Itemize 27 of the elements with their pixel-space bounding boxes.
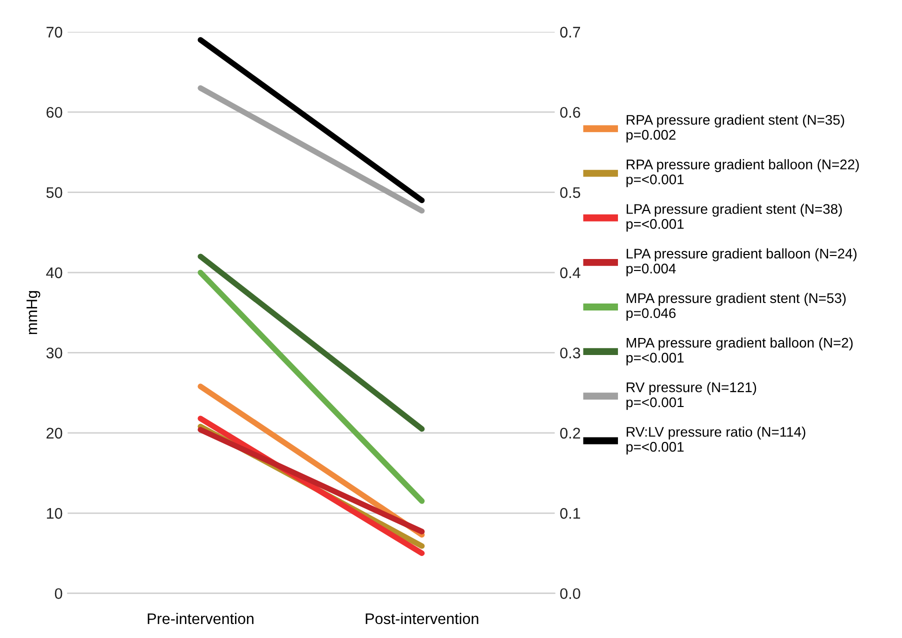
- y2-tick-label: 0.0: [560, 588, 580, 600]
- y2-tick-label: 0.5: [560, 187, 580, 198]
- y2-tick-label: 0.2: [560, 428, 580, 439]
- y2-tick-label: 0.7: [560, 26, 580, 38]
- y-tick-label: 40: [46, 267, 62, 278]
- y-tick-label: 60: [46, 106, 62, 118]
- legend-label: MPA pressure gradient balloon (N=2) p=<0.001: [626, 337, 853, 366]
- legend-label: RPA pressure gradient balloon (N=22) p=<0.001: [626, 159, 859, 188]
- y-tick-label: 50: [46, 187, 62, 198]
- y-tick-label: 0: [54, 588, 62, 600]
- y2-tick-label: 0.3: [560, 348, 580, 358]
- legend-label: LPA pressure gradient balloon (N=24) p=0.004: [626, 248, 856, 276]
- x-tick-label: Pre-intervention: [148, 612, 254, 624]
- legend-label: RPA pressure gradient stent (N=35) p=0.002: [626, 114, 844, 142]
- y2-tick-label: 0.4: [560, 267, 580, 278]
- y-tick-label: 20: [46, 428, 62, 439]
- y-tick-label: 30: [46, 348, 62, 358]
- y-axis-title: mmHg: [26, 291, 40, 334]
- y-tick-label: 10: [46, 508, 62, 519]
- legend-label: LPA pressure gradient stent (N=38) p=<0.001: [626, 204, 842, 232]
- legend-label: RV:LV pressure ratio (N=114) p=<0.001: [626, 426, 806, 455]
- legend-label: RV pressure (N=121) p=<0.001: [626, 382, 756, 410]
- legend-label: MPA pressure gradient stent (N=53) p=0.046: [626, 292, 846, 321]
- y-tick-label: 70: [46, 26, 62, 38]
- y2-tick-label: 0.6: [560, 106, 580, 118]
- x-tick-label: Post-intervention: [366, 612, 478, 624]
- y2-tick-label: 0.1: [560, 508, 580, 519]
